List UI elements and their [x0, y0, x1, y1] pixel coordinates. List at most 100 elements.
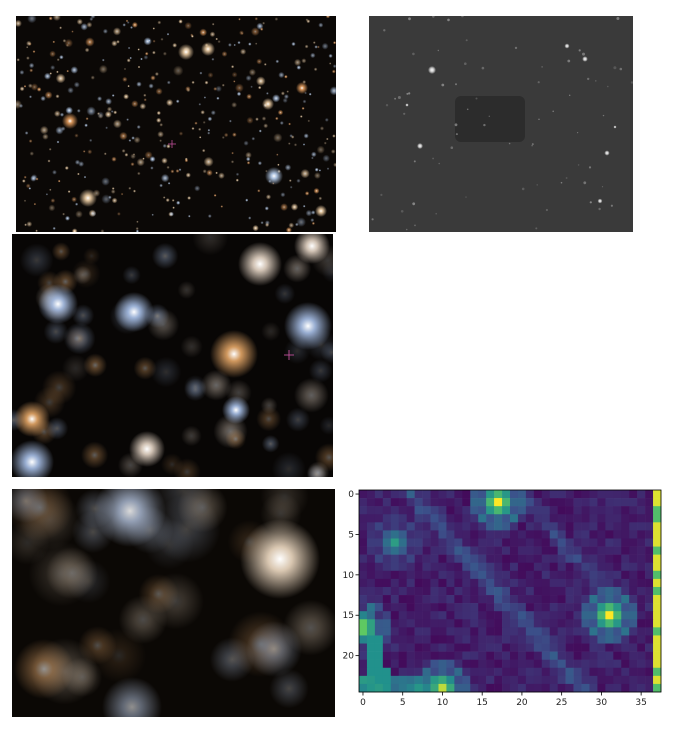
heatmap-cell	[621, 627, 630, 636]
heatmap-cell	[549, 514, 558, 523]
heatmap-cell	[605, 643, 614, 652]
star	[313, 187, 320, 194]
heatmap-cell	[502, 611, 511, 620]
heatmap-cell	[430, 586, 439, 596]
heatmap-cell	[454, 619, 463, 628]
heatmap-cell	[414, 578, 423, 588]
heatmap-cell	[621, 578, 630, 588]
heatmap-cell	[390, 506, 400, 515]
blurred-star	[269, 668, 309, 709]
heatmap-cell	[589, 675, 598, 685]
star	[256, 76, 266, 86]
star	[322, 154, 330, 162]
star	[27, 16, 37, 24]
heatmap-cell	[446, 562, 455, 572]
faint-star	[601, 186, 604, 188]
heatmap-cell	[470, 619, 479, 628]
heatmap-cell	[422, 595, 431, 604]
star	[251, 136, 256, 141]
heatmap-cell	[478, 627, 487, 636]
faint-star	[588, 166, 592, 169]
star	[221, 136, 225, 139]
star	[248, 68, 256, 76]
heatmap-cell	[541, 667, 551, 677]
heatmap-cell	[525, 570, 535, 580]
star	[137, 65, 141, 69]
faint-star	[514, 46, 518, 50]
heatmap-cell	[573, 635, 582, 644]
heatmap-cell	[565, 675, 574, 685]
heatmap-cell	[366, 546, 376, 555]
heatmap-cell	[422, 683, 431, 693]
grayscale-star-field-image	[371, 16, 633, 231]
wide-color-star-field	[16, 16, 336, 232]
star	[136, 220, 139, 223]
blurred-star	[271, 451, 306, 477]
heatmap-cell	[549, 595, 558, 604]
star	[240, 48, 247, 55]
star	[207, 214, 212, 219]
heatmap-cell	[366, 538, 376, 547]
heatmap-cell	[613, 490, 622, 499]
heatmap-cell	[494, 538, 503, 547]
heatmap-cell	[549, 611, 558, 620]
heatmap-cell	[374, 514, 384, 523]
heatmap-cell	[438, 651, 447, 660]
heatmap-cell	[374, 619, 384, 628]
star	[303, 133, 309, 139]
blurred-star	[151, 242, 179, 270]
star	[235, 178, 239, 182]
heatmap-cell	[645, 627, 654, 636]
heatmap-cell	[398, 522, 407, 531]
heatmap-cell	[605, 530, 614, 539]
star	[202, 120, 206, 124]
heatmap-cell	[422, 627, 431, 636]
star	[314, 167, 319, 172]
heatmap-cell	[589, 498, 598, 507]
heatmap-cell	[494, 490, 503, 499]
faint-star	[610, 204, 613, 207]
heatmap-cell	[525, 586, 535, 596]
heatmap-cell	[565, 498, 574, 507]
heatmap-cell	[454, 530, 463, 539]
target-crosshair-icon	[284, 350, 294, 360]
star	[135, 229, 139, 232]
heatmap-cell	[462, 667, 471, 677]
heatmap-cell	[438, 675, 447, 685]
heatmap-cell	[382, 667, 392, 677]
heatmap-cell	[565, 562, 574, 572]
heatmap-cell	[446, 522, 455, 531]
heatmap-cell	[517, 667, 527, 677]
star	[166, 32, 170, 36]
star	[274, 17, 279, 21]
heatmap-cell	[629, 514, 638, 523]
heatmap-cell	[454, 546, 463, 555]
heatmap-cell	[454, 522, 463, 531]
heatmap-cell	[565, 554, 574, 564]
star	[210, 110, 216, 116]
star	[28, 139, 33, 143]
heatmap-cell	[390, 659, 400, 669]
heatmap-cell	[565, 627, 574, 636]
heatmap-cell	[446, 570, 455, 580]
heatmap-cell	[366, 514, 376, 523]
heatmap-cell	[502, 651, 511, 660]
heatmap-cell	[645, 643, 654, 652]
star	[308, 92, 312, 96]
star	[67, 190, 71, 194]
heatmap-cell	[470, 578, 479, 588]
star	[140, 57, 143, 61]
star	[285, 227, 292, 232]
star	[277, 163, 280, 166]
star	[324, 117, 329, 122]
bright-star	[62, 113, 78, 129]
star	[75, 202, 79, 206]
star	[326, 137, 329, 141]
heatmap-cell	[478, 530, 487, 539]
heatmap-cell	[390, 490, 400, 499]
heatmap-cell	[565, 578, 574, 588]
heatmap-cell	[597, 586, 606, 596]
star	[305, 18, 309, 22]
star	[203, 156, 214, 167]
star	[312, 41, 316, 44]
